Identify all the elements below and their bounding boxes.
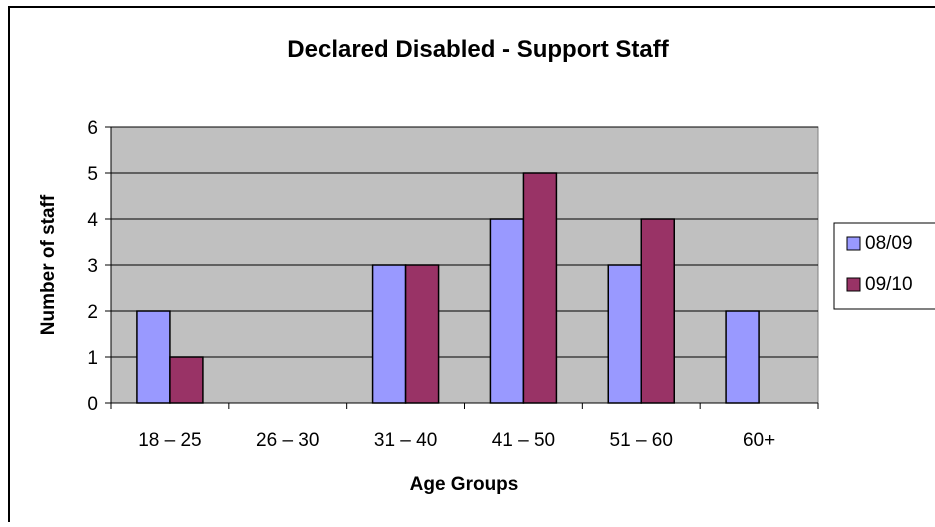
bar-09-10-0 (169, 356, 204, 404)
x-tick-label: 51 – 60 (610, 430, 673, 451)
legend: 08/09 09/10 (833, 222, 935, 310)
y-tick-label: 0 (87, 394, 98, 415)
axes (105, 126, 819, 409)
bar-09-10-2 (404, 264, 440, 404)
x-tick-label: 60+ (743, 430, 775, 451)
x-tick-label: 18 – 25 (138, 430, 201, 451)
x-tick-label: 41 – 50 (492, 430, 555, 451)
bar-08-09-2 (371, 264, 407, 404)
chart-title: Declared Disabled - Support Staff (287, 36, 669, 63)
x-tick-label: 26 – 30 (256, 430, 319, 451)
y-tick-labels: 0 1 2 3 4 5 6 (87, 118, 98, 415)
y-axis-label: Number of staff (38, 194, 59, 335)
y-tick-label: 1 (87, 348, 98, 369)
legend-label: 09/10 (865, 274, 913, 295)
y-tick-label: 5 (87, 164, 98, 185)
y-tick-label: 4 (87, 210, 98, 231)
bars (136, 172, 760, 404)
legend-items: 08/09 09/10 (846, 233, 913, 295)
bar-08-09-5 (725, 310, 760, 404)
y-tick-label: 3 (87, 256, 98, 277)
x-tick-labels: 18 – 25 26 – 30 31 – 40 41 – 50 51 – 60 60+ (138, 430, 775, 451)
legend-swatch (846, 236, 861, 251)
bar-08-09-3 (489, 218, 525, 404)
bar-08-09-0 (136, 310, 171, 404)
bar-09-10-4 (640, 218, 675, 404)
legend-label: 08/09 (865, 233, 913, 254)
y-tick-label: 2 (87, 302, 98, 323)
bar-08-09-4 (607, 264, 642, 404)
y-tick-label: 6 (87, 118, 98, 139)
legend-swatch (846, 277, 861, 292)
gridlines (111, 126, 818, 358)
x-axis-label: Age Groups (410, 474, 519, 495)
x-tick-label: 31 – 40 (374, 430, 437, 451)
bar-09-10-3 (522, 172, 558, 404)
